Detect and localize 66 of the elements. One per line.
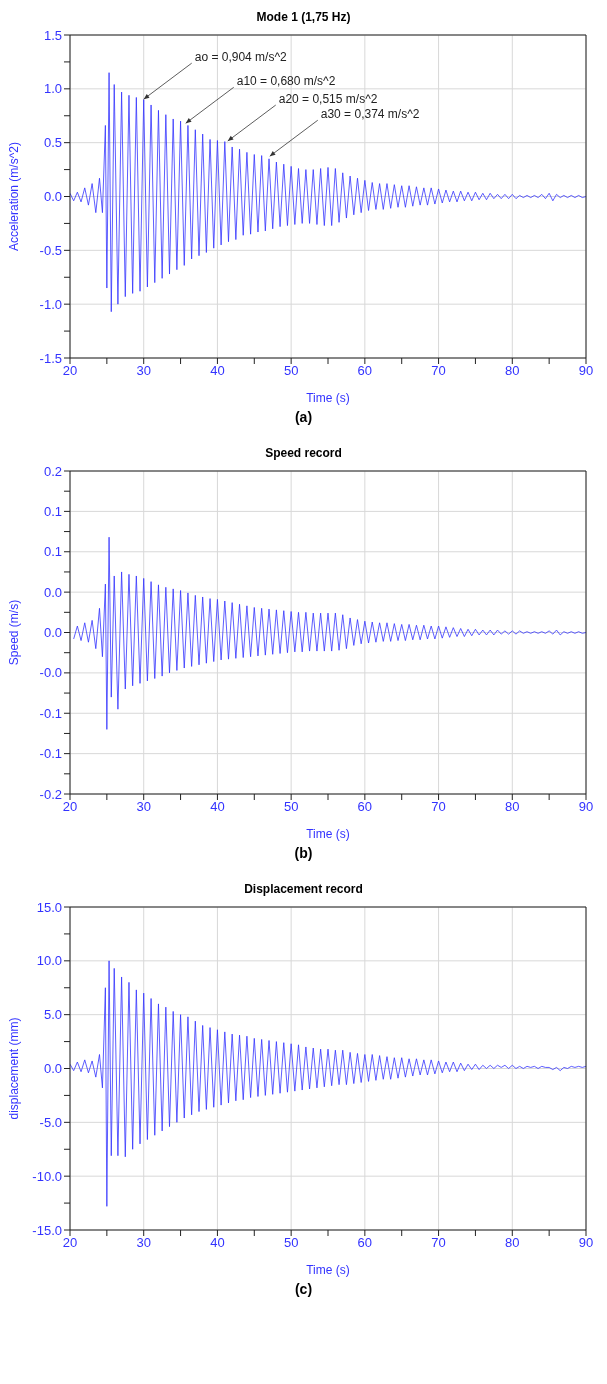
text: (b)	[293, 844, 314, 863]
x-tick-label: 30	[136, 1235, 151, 1251]
x-axis-title: Time (s)	[306, 1263, 350, 1277]
y-tick-label: -1.5	[39, 350, 62, 366]
y-tick-label: -5.0	[39, 1114, 62, 1130]
y-tick-label: 0.2	[43, 463, 62, 479]
y-tick-label: -0.0	[39, 665, 62, 681]
y-tick-label: -0.5	[39, 242, 62, 258]
line-series	[73, 536, 586, 730]
x-tick-label: 90	[578, 799, 594, 815]
x-tick-label: 20	[62, 363, 78, 379]
x-tick-label: 30	[136, 799, 151, 815]
y-tick-label: -0.1	[39, 746, 62, 762]
x-tick-label: 50	[283, 363, 299, 379]
x-tick-label: 90	[578, 1235, 594, 1251]
y-tick-label: 0.0	[43, 1061, 62, 1077]
y-tick-label: 10.0	[36, 953, 62, 969]
x-tick-label: 20	[62, 799, 78, 815]
x-tick-label: 90	[578, 363, 594, 379]
x-tick-label: 70	[431, 799, 446, 815]
y-tick-label: -15.0	[32, 1222, 62, 1238]
line-series	[70, 960, 586, 1207]
y-axis-title: displacement (mm)	[7, 1017, 22, 1120]
y-tick-label: -0.2	[39, 786, 62, 802]
x-tick-label: 80	[505, 799, 520, 815]
y-tick-label: 0.5	[43, 135, 62, 151]
line-series	[70, 72, 586, 313]
y-tick-label: 0.1	[43, 503, 62, 519]
y-axis-title: Acceleration (m/s^2)	[7, 142, 22, 251]
chart-title: Speed record	[264, 445, 343, 462]
y-tick-label: 0.1	[43, 544, 62, 560]
y-tick-label: -10.0	[32, 1168, 62, 1184]
x-tick-label: 50	[283, 1235, 299, 1251]
x-tick-label: 40	[210, 363, 225, 379]
y-tick-label: 0.0	[43, 584, 62, 600]
annotation: a20 = 0,515 m/s^2	[278, 92, 378, 107]
chart-title: Displacement record	[243, 881, 364, 898]
x-tick-label: 30	[136, 363, 151, 379]
x-tick-label: 80	[505, 1235, 520, 1251]
x-tick-label: 50	[283, 799, 299, 815]
text: (a)	[293, 408, 314, 427]
y-tick-label: 1.5	[43, 27, 62, 43]
x-tick-label: 40	[210, 799, 225, 815]
y-tick-label: -1.0	[39, 296, 62, 312]
text: (c)	[293, 1280, 314, 1299]
annotation: ao = 0,904 m/s^2	[194, 50, 288, 65]
x-tick-label: 40	[210, 1235, 225, 1251]
y-tick-label: 0.0	[43, 625, 62, 641]
y-tick-label: 0.0	[43, 189, 62, 205]
y-tick-label: 5.0	[43, 1007, 62, 1023]
x-tick-label: 70	[431, 1235, 446, 1251]
y-tick-label: 15.0	[36, 899, 62, 915]
x-tick-label: 60	[357, 363, 373, 379]
annotation: a30 = 0,374 m/s^2	[320, 107, 420, 122]
x-axis-title: Time (s)	[306, 391, 350, 405]
annotation: a10 = 0,680 m/s^2	[236, 74, 336, 89]
y-tick-label: -0.1	[39, 705, 62, 721]
x-axis-title: Time (s)	[306, 827, 350, 841]
y-axis-title: Speed (m/s)	[7, 599, 22, 666]
chart-title: Mode 1 (1,75 Hz)	[255, 9, 352, 26]
x-tick-label: 60	[357, 799, 373, 815]
x-tick-label: 20	[62, 1235, 78, 1251]
y-tick-label: 1.0	[43, 81, 62, 97]
x-tick-label: 70	[431, 363, 446, 379]
x-tick-label: 80	[505, 363, 520, 379]
x-tick-label: 60	[357, 1235, 373, 1251]
